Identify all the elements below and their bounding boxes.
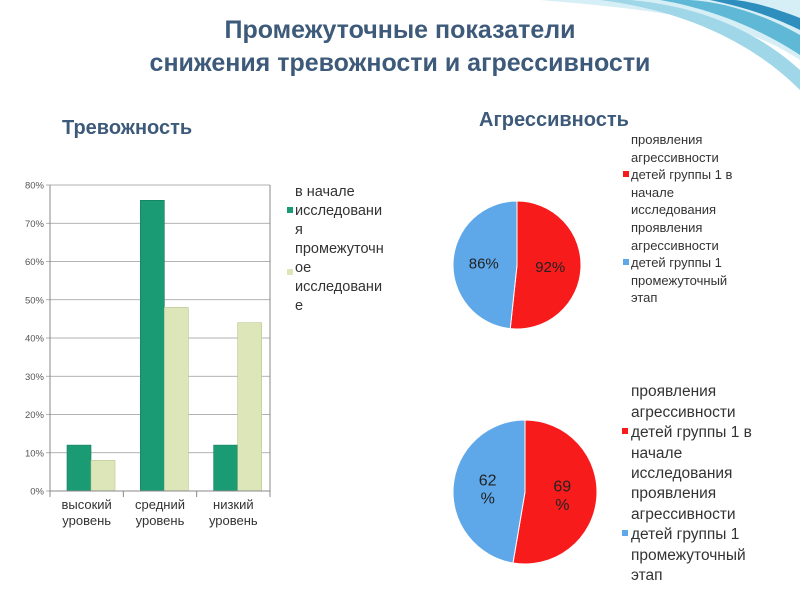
title-line-1: Промежуточные показатели <box>224 16 576 44</box>
page-title: Промежуточные показатели снижения тревож… <box>0 14 800 80</box>
pie-slice-start <box>509 200 582 330</box>
y-tick-label: 50% <box>25 295 45 306</box>
legend-swatch-mid <box>287 269 293 275</box>
legend-label-mid: промежуточн ое исследовани е <box>295 241 384 314</box>
pie2-legend-swatch-red <box>622 428 628 434</box>
pie-slice-intermediate <box>452 200 518 330</box>
legend-label-start: в начале исследовани я <box>295 184 383 238</box>
y-tick-label: 80% <box>25 181 45 192</box>
pie-data-label: 62 <box>479 472 497 489</box>
x-category-label: уровень <box>62 513 111 528</box>
pie-data-label: % <box>481 491 495 508</box>
bar-start-0 <box>66 444 92 492</box>
aggression-pie-chart-2: 69% 62% <box>452 419 598 565</box>
y-tick-label: 0% <box>30 487 44 498</box>
x-category-label: уровень <box>136 513 185 528</box>
y-tick-label: 70% <box>25 219 45 230</box>
pie-data-label: 86% <box>469 255 499 272</box>
x-category-label: средний <box>135 497 185 512</box>
pie1-legend-blue-label: проявления агрессивности детей группы 1 … <box>631 220 728 305</box>
pie2-legend-red-label: проявления агрессивности детей группы 1 … <box>631 383 752 482</box>
anxiety-bar-chart: 0%10%20%30%40%50%60%70%80%высокийуровень… <box>25 181 271 528</box>
bar-start-1 <box>140 199 165 492</box>
pie-data-label: 92% <box>535 259 565 276</box>
section-title-anxiety: Тревожность <box>62 117 193 139</box>
pie-slice-intermediate <box>452 419 526 564</box>
bar-mid-0 <box>90 460 116 492</box>
y-tick-label: 10% <box>25 448 45 459</box>
decorative-waves <box>540 0 800 90</box>
bar-start-2 <box>213 444 238 492</box>
pie-data-label: % <box>555 497 569 514</box>
x-category-label: низкий <box>213 497 254 512</box>
aggression-pie-chart-1: 92% 86% <box>452 200 582 330</box>
pie1-legend-red-label: проявления агрессивности детей группы 1 … <box>631 132 733 217</box>
bar-mid-1 <box>164 307 189 492</box>
legend-swatch-start <box>287 207 293 213</box>
y-tick-label: 20% <box>25 410 45 421</box>
section-title-aggression: Агрессивность <box>479 109 629 131</box>
pie1-legend-swatch-red <box>623 171 629 177</box>
y-tick-label: 60% <box>25 257 45 268</box>
pie2-legend-blue-label: проявления агрессивности детей группы 1 … <box>631 485 746 584</box>
pie-slice-start <box>512 419 598 565</box>
pie-data-label: 69 <box>553 479 571 496</box>
pie1-legend-swatch-blue <box>623 259 629 265</box>
pie2-legend-swatch-blue <box>622 530 628 536</box>
x-category-label: высокий <box>61 497 111 512</box>
title-line-2: снижения тревожности и агрессивности <box>149 49 651 77</box>
x-category-label: уровень <box>209 513 258 528</box>
y-tick-label: 30% <box>25 372 45 383</box>
y-tick-label: 40% <box>25 334 45 345</box>
bar-mid-2 <box>237 322 262 492</box>
